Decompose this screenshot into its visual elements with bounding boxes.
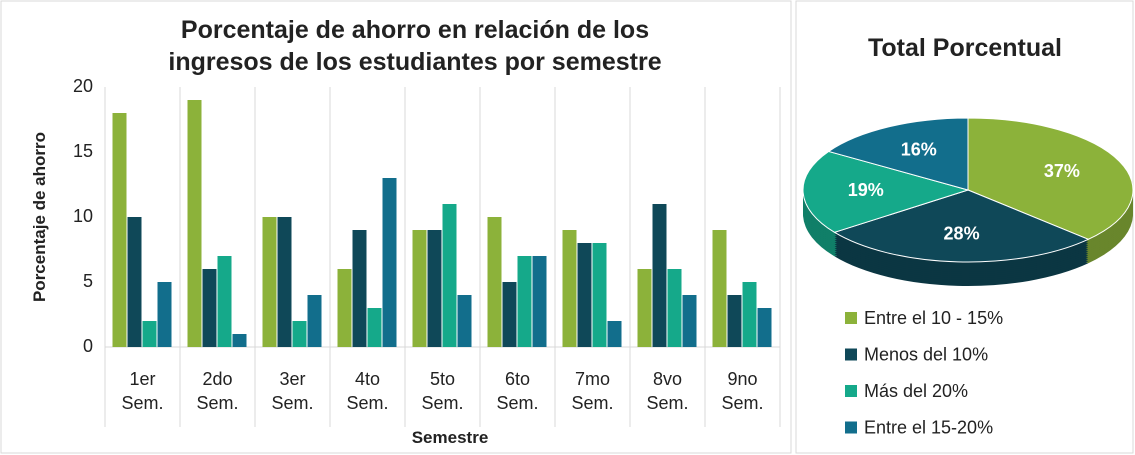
pie-slice xyxy=(802,150,970,233)
x-axis-label: Semestre xyxy=(411,428,489,447)
pie-slice xyxy=(827,117,969,191)
y-tick-label: 10 xyxy=(73,206,93,226)
legend-label: Entre el 15-20% xyxy=(864,417,993,437)
legend-swatch xyxy=(845,421,857,434)
x-tick-label: 7mo Sem. xyxy=(571,369,614,413)
bar xyxy=(202,269,217,347)
y-tick-label: 15 xyxy=(73,141,93,161)
bar xyxy=(682,295,697,347)
bar xyxy=(457,295,472,347)
legend-label: Entre el 10 - 15% xyxy=(864,308,1003,328)
bar xyxy=(382,178,397,347)
legend-label: Más del 20% xyxy=(864,381,968,401)
bar xyxy=(727,295,742,347)
pie-slice xyxy=(833,189,1090,263)
bar xyxy=(712,230,727,347)
bar xyxy=(187,100,202,347)
x-tick-label: 5to Sem. xyxy=(421,369,464,413)
bar xyxy=(352,230,367,347)
bar xyxy=(307,295,322,347)
bar xyxy=(487,217,502,347)
bar xyxy=(277,217,292,347)
bar xyxy=(577,243,592,347)
bar xyxy=(367,308,382,347)
bar xyxy=(112,113,127,347)
y-tick-label: 5 xyxy=(83,271,93,291)
pie-title: Total Porcentual xyxy=(867,34,1062,62)
x-tick-label: 3er Sem. xyxy=(271,369,314,413)
data-label: 28% xyxy=(944,223,980,243)
data-label: 37% xyxy=(1044,161,1080,181)
x-tick-label: 8vo Sem. xyxy=(646,369,689,413)
bar xyxy=(262,217,277,347)
bar-frame xyxy=(0,0,792,454)
bar xyxy=(217,256,232,347)
bar xyxy=(337,269,352,347)
bar-title: Porcentaje de ahorro en relación de los … xyxy=(168,16,662,76)
x-tick-label: 9no Sem. xyxy=(721,369,764,413)
legend-swatch xyxy=(845,312,857,324)
y-tick-label: 20 xyxy=(73,76,93,96)
bar xyxy=(427,230,442,347)
bar xyxy=(502,282,517,347)
bar xyxy=(562,230,577,347)
x-tick-label: 4to Sem. xyxy=(346,369,389,413)
bar xyxy=(232,334,247,347)
bar xyxy=(127,217,142,347)
x-tick-label: 6to Sem. xyxy=(496,369,539,413)
bar xyxy=(412,230,427,347)
legend-swatch xyxy=(845,385,857,397)
legend-swatch xyxy=(845,348,857,361)
bar xyxy=(757,308,772,347)
data-label: 16% xyxy=(901,140,937,160)
bar xyxy=(517,256,532,347)
bar xyxy=(532,256,547,347)
legend-label: Menos del 10% xyxy=(864,344,988,364)
bar xyxy=(292,321,307,347)
bar xyxy=(157,282,172,347)
x-tick-label: 2do Sem. xyxy=(196,369,239,413)
y-tick-label: 0 xyxy=(83,336,93,356)
data-label: 19% xyxy=(848,180,884,200)
y-axis-label: Porcentaje de ahorro xyxy=(30,131,49,303)
bar xyxy=(637,269,652,347)
pie-frame xyxy=(795,0,1134,454)
bar xyxy=(667,269,682,347)
bar xyxy=(142,321,157,347)
bar xyxy=(607,321,622,347)
bar xyxy=(592,243,607,347)
x-tick-label: 1er Sem. xyxy=(121,369,164,413)
pie-slice xyxy=(967,117,1134,240)
bar xyxy=(442,204,457,347)
bar xyxy=(652,204,667,347)
bar xyxy=(742,282,757,347)
